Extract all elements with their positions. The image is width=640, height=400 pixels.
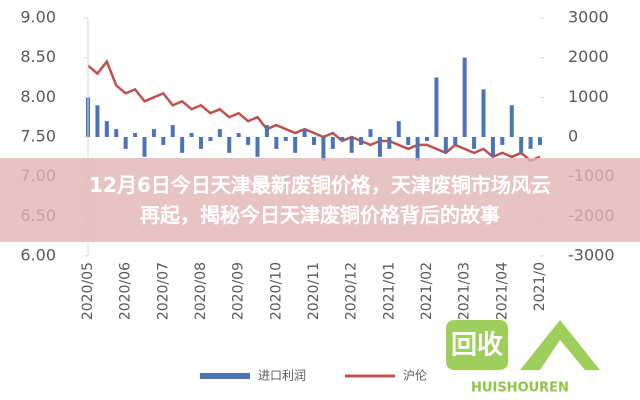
bar <box>161 137 166 145</box>
bar <box>236 133 241 137</box>
bar <box>95 105 100 137</box>
bar <box>538 137 542 145</box>
bar <box>199 137 203 149</box>
y-tick-label: 6.00 <box>20 246 56 265</box>
bar <box>434 77 439 137</box>
bar <box>443 137 448 153</box>
bar <box>415 137 420 161</box>
y-tick-label: 8.50 <box>20 47 56 66</box>
bar <box>330 137 335 149</box>
bar <box>349 137 354 153</box>
legend-swatch <box>200 373 250 379</box>
bar <box>312 137 316 145</box>
bar <box>462 57 467 137</box>
bar <box>425 137 429 141</box>
y2-tick-label: 1000 <box>568 87 609 106</box>
bar <box>114 129 119 137</box>
bar <box>217 129 222 137</box>
x-tick-label: 2021/04 <box>494 262 510 320</box>
logo-icon <box>520 320 600 370</box>
bar <box>481 89 486 137</box>
bar <box>377 137 382 157</box>
title-banner: 12月6日今日天津最新废铜价格，天津废铜市场风云 再起，揭秘今日天津废铜价格背后… <box>0 158 640 242</box>
bar <box>142 137 147 157</box>
bar <box>321 137 326 161</box>
y2-tick-label: 2000 <box>568 47 609 66</box>
logo-badge-text: 回收 <box>451 331 503 361</box>
bar <box>123 137 128 149</box>
x-tick-label: 2021/01 <box>381 262 397 320</box>
title-line: 12月6日今日天津最新废铜价格，天津废铜市场风云 <box>89 173 551 197</box>
bar <box>500 137 505 145</box>
bar <box>302 129 307 137</box>
y2-tick-label: -3000 <box>568 246 615 265</box>
bar <box>387 137 392 149</box>
y2-tick-label: 0 <box>568 127 578 146</box>
x-tick-label: 2020/06 <box>118 262 134 320</box>
bar <box>396 121 401 137</box>
bar <box>255 137 260 157</box>
y-tick-label: 7.50 <box>20 127 56 146</box>
line <box>87 59 541 163</box>
x-tick-label: 2021/03 <box>457 262 473 320</box>
bar <box>227 137 232 153</box>
bar <box>509 105 514 137</box>
bar <box>264 125 269 137</box>
x-tick-label: 2020/09 <box>231 262 247 320</box>
bar <box>151 129 156 137</box>
bar <box>104 121 109 137</box>
bar <box>208 137 213 141</box>
x-tick-label: 2020/08 <box>193 262 209 320</box>
bar <box>293 137 298 153</box>
x-tick-label: 2020/10 <box>268 262 284 320</box>
bar <box>180 137 185 153</box>
legend-label: 沪伦 <box>403 368 427 383</box>
bar <box>133 133 138 137</box>
bar <box>340 137 345 141</box>
bar <box>528 137 533 149</box>
bar <box>472 137 477 149</box>
logo-brand: HUISHOUREN <box>471 381 569 396</box>
bar <box>274 137 279 149</box>
bar <box>283 137 288 141</box>
bar <box>490 137 495 157</box>
bar <box>189 133 194 137</box>
bar <box>406 137 411 145</box>
title-line: 再起，揭秘今日天津废铜价格背后的故事 <box>140 203 500 227</box>
y-tick-label: 9.00 <box>20 8 56 27</box>
bar <box>170 125 175 137</box>
bar <box>519 137 524 153</box>
x-tick-label: 2020/05 <box>80 262 96 320</box>
logo-badge <box>446 320 508 370</box>
bar <box>246 137 251 145</box>
bar <box>359 137 364 145</box>
x-tick-label: 2020/12 <box>344 262 360 320</box>
legend-label: 进口利润 <box>258 369 306 383</box>
y-tick-label: 8.00 <box>20 87 56 106</box>
bar <box>368 129 373 137</box>
x-tick-label: 2020/07 <box>155 262 171 320</box>
y2-tick-label: 3000 <box>568 8 609 27</box>
x-tick-label: 2021/0 <box>532 262 548 311</box>
x-tick-label: 2021/02 <box>419 262 435 320</box>
x-tick-label: 2020/11 <box>306 262 322 320</box>
bar <box>453 137 458 145</box>
